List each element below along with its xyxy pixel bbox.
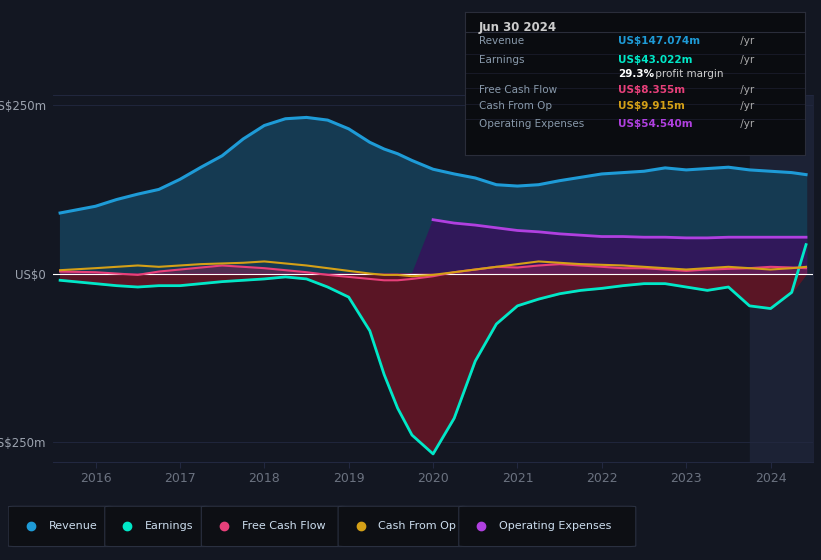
Text: Earnings: Earnings [479, 55, 524, 65]
Text: US$9.915m: US$9.915m [618, 101, 685, 111]
FancyBboxPatch shape [459, 506, 635, 547]
FancyBboxPatch shape [105, 506, 209, 547]
Text: /yr: /yr [737, 101, 754, 111]
FancyBboxPatch shape [201, 506, 346, 547]
Text: /yr: /yr [737, 119, 754, 129]
Text: Jun 30 2024: Jun 30 2024 [479, 21, 557, 34]
Text: Free Cash Flow: Free Cash Flow [479, 85, 557, 95]
Text: US$54.540m: US$54.540m [618, 119, 693, 129]
Text: US$8.355m: US$8.355m [618, 85, 686, 95]
Text: Revenue: Revenue [48, 521, 97, 531]
Text: US$43.022m: US$43.022m [618, 55, 692, 65]
Text: profit margin: profit margin [652, 69, 723, 79]
FancyBboxPatch shape [8, 506, 112, 547]
Text: Cash From Op: Cash From Op [378, 521, 456, 531]
Text: /yr: /yr [737, 55, 754, 65]
Bar [750, 95, 821, 462]
FancyBboxPatch shape [338, 506, 467, 547]
Text: /yr: /yr [737, 85, 754, 95]
Text: Earnings: Earnings [145, 521, 194, 531]
Text: 29.3%: 29.3% [618, 69, 654, 79]
Text: Operating Expenses: Operating Expenses [499, 521, 612, 531]
Text: Revenue: Revenue [479, 36, 524, 45]
Text: Free Cash Flow: Free Cash Flow [241, 521, 325, 531]
Text: Operating Expenses: Operating Expenses [479, 119, 584, 129]
Text: US$147.074m: US$147.074m [618, 36, 700, 45]
Text: /yr: /yr [737, 36, 754, 45]
Text: Cash From Op: Cash From Op [479, 101, 552, 111]
